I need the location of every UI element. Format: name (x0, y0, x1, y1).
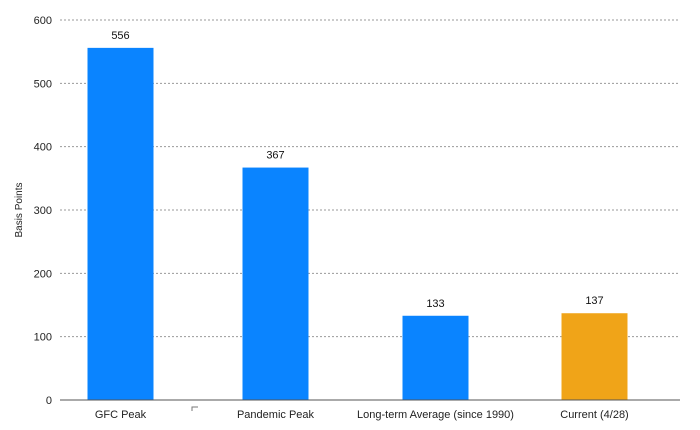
y-tick-label: 500 (34, 78, 52, 90)
y-axis-title: Basis Points (14, 182, 25, 237)
data-labels: 556 367 133 137 (111, 30, 603, 310)
bar-0 (87, 47, 154, 400)
bars (87, 47, 628, 400)
category-label-0: GFC Peak (95, 409, 147, 421)
data-label-3: 137 (585, 295, 603, 307)
bar-2 (402, 315, 469, 400)
y-tick-label: 200 (34, 268, 52, 280)
y-tick-label: 0 (46, 395, 52, 407)
bar-1 (242, 167, 309, 400)
y-tick-label: 600 (34, 15, 52, 27)
y-tick-label: 400 (34, 142, 52, 154)
y-axis-ticks: 0 100 200 300 400 500 600 (34, 15, 52, 407)
y-tick-label: 100 (34, 332, 52, 344)
category-label-3: Current (4/28) (560, 409, 628, 421)
data-label-2: 133 (426, 298, 444, 310)
bar-3 (561, 313, 628, 400)
category-label-1: Pandemic Peak (237, 409, 315, 421)
data-label-0: 556 (111, 30, 129, 42)
data-label-1: 367 (266, 150, 284, 162)
y-tick-label: 300 (34, 205, 52, 217)
x-axis-categories: GFC Peak Pandemic Peak Long-term Average (… (95, 409, 629, 421)
category-label-2: Long-term Average (since 1990) (357, 409, 514, 421)
corner-mark-icon (191, 406, 198, 411)
